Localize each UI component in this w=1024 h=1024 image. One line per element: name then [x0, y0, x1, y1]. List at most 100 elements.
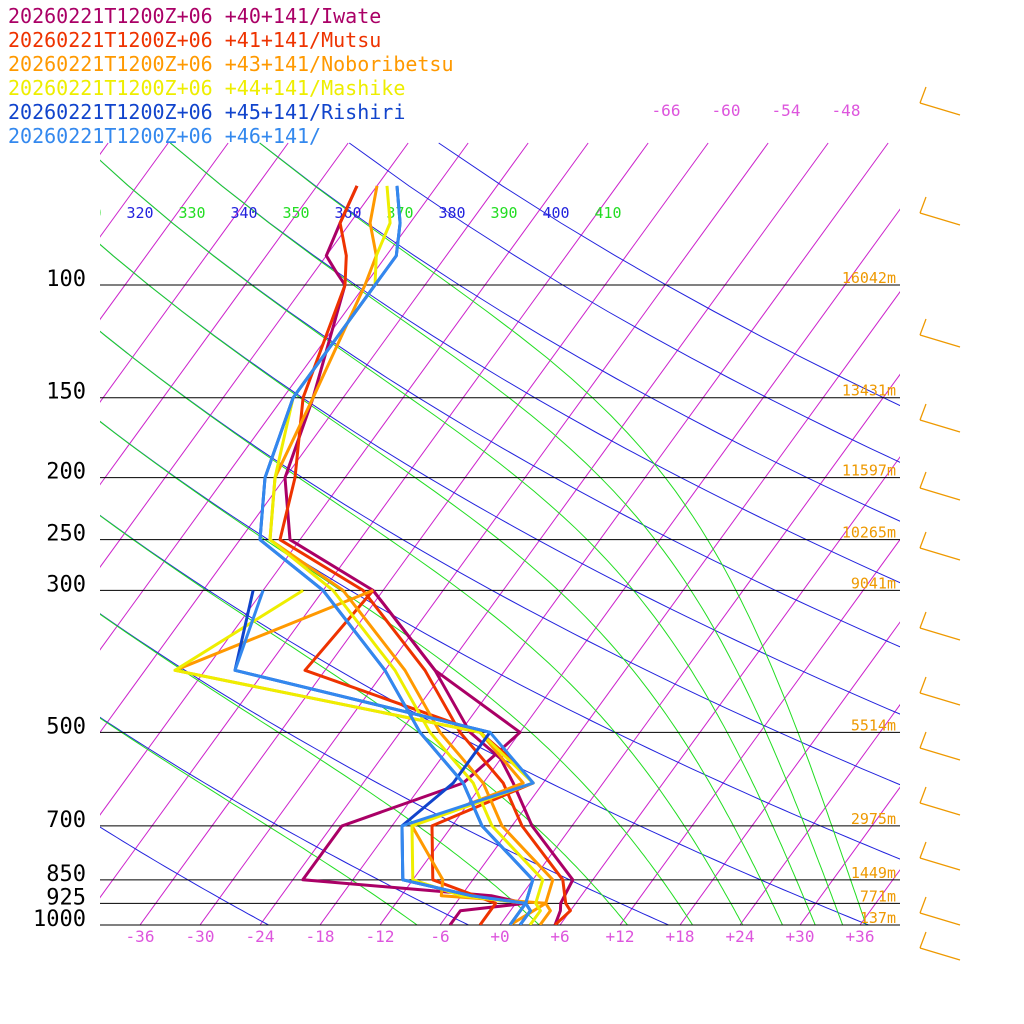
pressure-tick-label: 925: [46, 885, 86, 910]
pressure-tick-label: 850: [46, 862, 86, 887]
theta-label: 310: [74, 204, 101, 222]
height-label: 5514m: [851, 716, 896, 734]
isotherm-line: [739, 703, 900, 925]
temperature-line-2: [268, 185, 555, 925]
height-label: 9041m: [851, 574, 896, 592]
theta-label: 380: [438, 204, 465, 222]
dry-adiabat-line: [100, 159, 900, 648]
legend-entry-4: 20260221T1200Z+06 +45+141/Rishiri: [8, 100, 406, 124]
isotherm-line: [559, 456, 900, 925]
isotherm-line: [259, 142, 829, 925]
height-label: 10265m: [842, 524, 896, 542]
wind-barb-flag: [919, 531, 927, 549]
wind-barb-staff: [919, 102, 961, 116]
pressure-tick-label: 500: [46, 714, 86, 739]
dry-adiabat-lines: [100, 142, 900, 925]
temperature-tick-label: +12: [606, 927, 635, 946]
pressure-tick-label: 700: [46, 808, 86, 833]
isotherm-line: [139, 142, 709, 925]
dewpoint-line-5: [233, 589, 535, 925]
pressure-tick-label: 250: [46, 522, 86, 547]
height-label: 137m: [860, 909, 896, 927]
height-label: 2975m: [851, 810, 896, 828]
theta-label: 410: [594, 204, 621, 222]
temperature-tick-label: -36: [126, 927, 155, 946]
theta-label: 330: [178, 204, 205, 222]
wind-barb-flag: [919, 676, 927, 694]
moist-adiabat-line: [100, 243, 783, 925]
temperature-tick-label: -6: [430, 927, 449, 946]
wind-barb-staff: [919, 857, 961, 871]
wind-barb-flag: [919, 196, 927, 214]
dewpoint-line-0: [301, 589, 528, 925]
temperature-tick-label: +18: [666, 927, 695, 946]
wind-barb-flag: [919, 841, 927, 859]
isotherm-line: [679, 621, 900, 925]
temperature-line-5: [258, 185, 535, 925]
isotherm-line: [319, 142, 889, 925]
legend-entry-1: 20260221T1200Z+06 +41+141/Mutsu: [8, 28, 382, 52]
moist-adiabat-line: [100, 613, 540, 925]
temperature-line-0: [283, 185, 575, 925]
moist-adiabat-line: [259, 142, 867, 925]
isotherm-line: [499, 373, 900, 925]
dry-adiabat-line: [100, 826, 269, 925]
temperature-line-3: [268, 185, 545, 925]
height-label: 16042m: [842, 269, 896, 287]
legend-entry-0: 20260221T1200Z+06 +40+141/Iwate: [8, 4, 382, 28]
wind-barb-staff: [919, 692, 961, 706]
dry-adiabat-line: [100, 330, 900, 786]
pressure-tick-label: 300: [46, 572, 86, 597]
isotherm-line: [379, 208, 900, 925]
wind-barb-staff: [919, 419, 961, 433]
sounding-series: [173, 185, 575, 925]
dry-adiabat-line: [100, 716, 469, 925]
temperature-tick-label: -12: [366, 927, 395, 946]
isotherm-top-label: -66: [652, 101, 681, 120]
temperature-tick-label: +6: [550, 927, 569, 946]
wind-barb-staff: [919, 487, 961, 501]
theta-label: 320: [126, 204, 153, 222]
theta-label: 350: [282, 204, 309, 222]
temperature-tick-label: +24: [726, 927, 755, 946]
temperature-tick-label: +36: [846, 927, 875, 946]
wind-barb-staff: [919, 212, 961, 226]
temperature-tick-label: -18: [306, 927, 335, 946]
isotherm-line: [100, 142, 409, 569]
moist-adiabat-line: [100, 159, 816, 925]
wind-barb-flag: [919, 471, 927, 489]
theta-label: 400: [542, 204, 569, 222]
isotherm-line: [100, 142, 529, 734]
temperature-line-1: [278, 185, 572, 925]
temperature-tick-label: -30: [186, 927, 215, 946]
isotherm-line: [799, 786, 900, 925]
wind-barb-flag: [919, 896, 927, 914]
legend: 20260221T1200Z+06 +40+141/Iwate 20260221T…: [8, 4, 454, 148]
isotherm-line: [100, 142, 469, 651]
moist-adiabat-lines: [100, 142, 867, 925]
wind-barb-flag: [919, 318, 927, 336]
moist-adiabat-line: [100, 420, 694, 925]
isobar-lines: [100, 284, 900, 926]
wind-barb-flag: [919, 731, 927, 749]
isotherm-line: [100, 142, 589, 816]
temperature-tick-label: +30: [786, 927, 815, 946]
moist-adiabat-line: [100, 330, 744, 925]
legend-entry-2: 20260221T1200Z+06 +43+141/Noboribetsu: [8, 52, 454, 76]
isotherm-line: [100, 142, 229, 321]
pressure-tick-label: 200: [46, 460, 86, 485]
wind-barb-staff: [919, 802, 961, 816]
temperature-tick-label: -24: [246, 927, 275, 946]
isotherm-top-label: -60: [712, 101, 741, 120]
dry-adiabat-line: [170, 142, 900, 584]
dewpoint-line-3: [173, 589, 535, 925]
dry-adiabat-line: [100, 243, 900, 715]
wind-barb-staff: [919, 912, 961, 926]
wind-barb-flag: [919, 611, 927, 629]
dry-adiabat-line: [100, 613, 669, 925]
wind-barb-flag: [919, 786, 927, 804]
isotherm-line: [619, 538, 900, 925]
moist-adiabat-line: [169, 142, 844, 925]
